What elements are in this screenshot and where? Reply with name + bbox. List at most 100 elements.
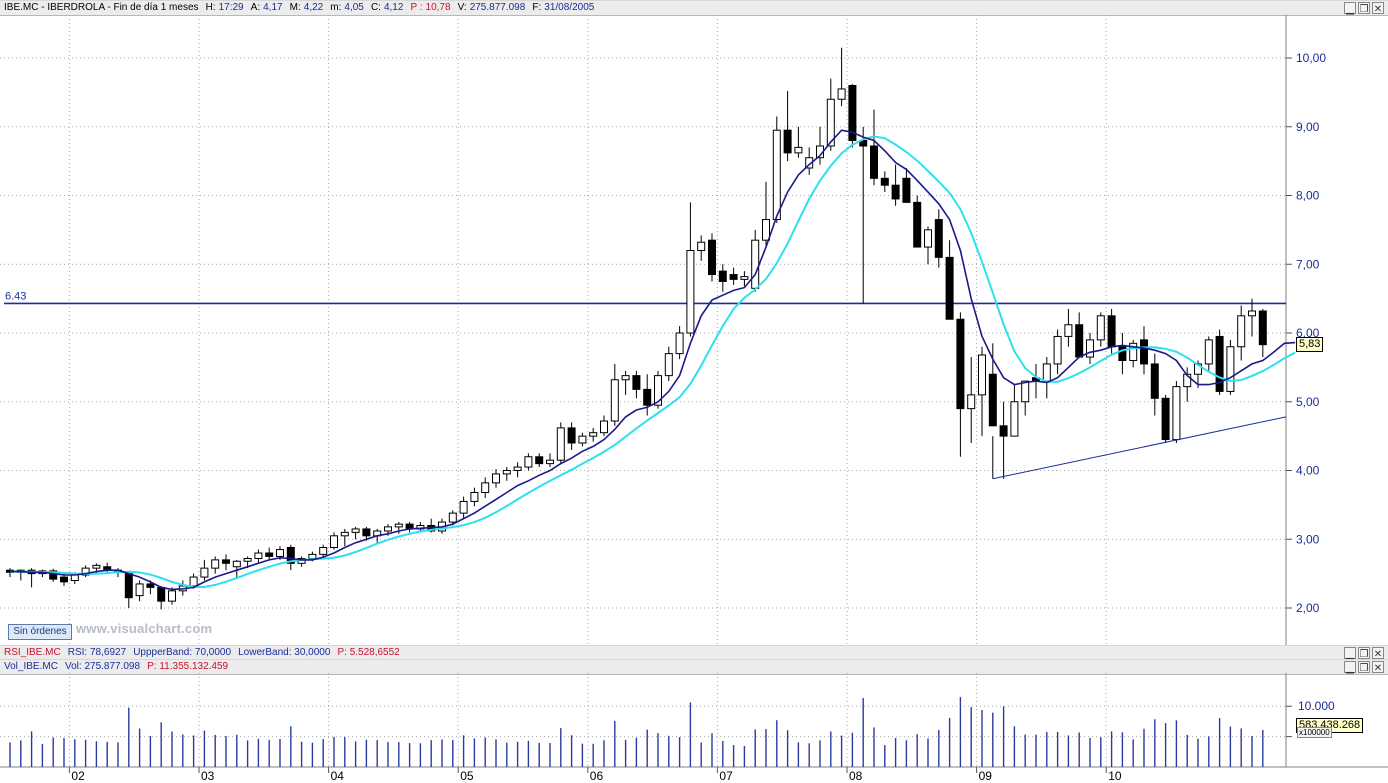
candle <box>837 47 846 107</box>
restore-icon[interactable]: ❐ <box>1358 661 1370 674</box>
candle <box>200 559 209 581</box>
candle-body-up <box>1096 315 1105 341</box>
candle-body-down <box>60 576 68 583</box>
price-tick-label: 2,00 <box>1296 601 1320 615</box>
candle <box>632 370 641 399</box>
candle-body-up <box>740 276 749 280</box>
date-label: F: <box>532 2 542 13</box>
price-chart[interactable]: 2,00 3,00 4,00 5,00 6,00 7,00 8,00 9,00 10,00 6.… <box>0 15 1388 645</box>
candle <box>502 467 511 481</box>
candle-body-down <box>362 528 371 537</box>
time-tick-label: 04 <box>331 769 345 783</box>
candle <box>1053 329 1062 375</box>
candle-body-up <box>675 332 684 355</box>
candle <box>567 422 576 450</box>
candle-body-up <box>384 526 392 532</box>
candle <box>675 326 684 360</box>
candle <box>1248 298 1256 337</box>
trendline-group[interactable] <box>992 416 1287 480</box>
minimize-icon[interactable]: ▁ <box>1344 661 1356 674</box>
price-tick-label: 3,00 <box>1296 532 1320 546</box>
chart-title: IBE.MC - IBERDROLA - Fin de día 1 meses <box>4 2 199 13</box>
candle <box>405 522 414 533</box>
candle-body-up <box>621 375 630 381</box>
candle <box>340 528 349 547</box>
candle-body-up <box>70 574 79 581</box>
candle <box>135 580 144 602</box>
sin-ordenes-button[interactable]: Sin órdenes <box>8 624 72 640</box>
candle <box>448 510 457 526</box>
candle-body-up <box>135 583 144 597</box>
candle <box>546 453 554 468</box>
minimize-icon[interactable]: ▁ <box>1344 2 1356 15</box>
candle-body-down <box>124 573 133 599</box>
close-icon[interactable]: ✕ <box>1372 647 1384 660</box>
candle <box>1086 333 1094 364</box>
candle-body-up <box>243 558 252 562</box>
candle <box>805 147 814 175</box>
candle-body-up <box>492 473 500 484</box>
candle <box>740 271 749 287</box>
restore-icon[interactable]: ❐ <box>1358 2 1370 15</box>
candle-body-up <box>1053 335 1062 365</box>
close-icon[interactable]: ✕ <box>1372 661 1384 674</box>
candle-body-down <box>891 184 900 200</box>
candle-body-up <box>1248 310 1256 317</box>
candle-body-down <box>718 270 727 282</box>
low-value: 4,05 <box>344 2 364 13</box>
candle <box>1075 312 1084 358</box>
restore-icon[interactable]: ❐ <box>1358 647 1370 660</box>
candle <box>211 556 220 574</box>
candle <box>956 312 965 457</box>
candle <box>254 549 263 564</box>
candle <box>664 346 673 382</box>
rsi-lower-band: LowerBand: 30,0000 <box>238 647 331 658</box>
candle-body-up <box>762 219 770 241</box>
chart-header-bar: IBE.MC - IBERDROLA - Fin de día 1 meses … <box>0 0 1388 16</box>
candle <box>610 363 619 426</box>
candle <box>1258 308 1267 358</box>
candle-body-up <box>772 129 781 221</box>
open-label: A: <box>250 2 261 13</box>
time-tick-label: 08 <box>849 769 863 783</box>
candle-body-down <box>956 318 965 410</box>
minimize-icon[interactable]: ▁ <box>1344 647 1356 660</box>
time-tick-label: 03 <box>201 769 215 783</box>
candle <box>621 370 630 395</box>
candle-body-down <box>146 583 155 588</box>
price-tick-label: 4,00 <box>1296 464 1320 478</box>
time-tick-label: 06 <box>590 769 604 783</box>
candle-body-up <box>794 146 803 154</box>
candle-body-down <box>902 177 911 203</box>
candle <box>124 572 133 608</box>
watermark: www.visualchart.com <box>76 621 213 636</box>
candle-body-up <box>1042 363 1051 382</box>
candle-body-up <box>330 535 338 548</box>
close-value: 4,12 <box>383 2 404 13</box>
candle <box>470 487 479 507</box>
candle <box>772 116 781 223</box>
candle-body-up <box>546 459 554 465</box>
candle-body-up <box>351 528 360 533</box>
candle-body-down <box>1140 339 1148 365</box>
candle-body-down <box>1215 335 1224 392</box>
candle <box>578 432 587 447</box>
slow-moving-average-line <box>10 135 1296 588</box>
horizontal-line-label: 6.43 <box>5 290 26 302</box>
time-axis: 02 03 04 05 06 07 08 09 10 <box>68 767 1122 783</box>
horizontal-line-group[interactable]: 6.43 <box>4 290 1286 305</box>
rsi-name: RSI_IBE.MC <box>4 647 61 658</box>
candle <box>924 226 932 265</box>
time-tick-label: 10 <box>1108 769 1122 783</box>
candle-body-down <box>1107 315 1116 348</box>
candle <box>1096 312 1105 347</box>
candle-body-down <box>567 427 576 444</box>
candle-body-down <box>632 375 641 390</box>
candle-body-up <box>826 98 835 147</box>
vol-p-value: P: 11.355.132.459 <box>147 661 229 672</box>
candle-body-up <box>448 512 457 523</box>
candle-body-up <box>319 547 328 555</box>
volume-chart[interactable]: 10.000 02 03 04 05 06 07 08 09 10 <box>0 673 1388 783</box>
candle <box>481 477 490 498</box>
close-icon[interactable]: ✕ <box>1372 2 1384 15</box>
